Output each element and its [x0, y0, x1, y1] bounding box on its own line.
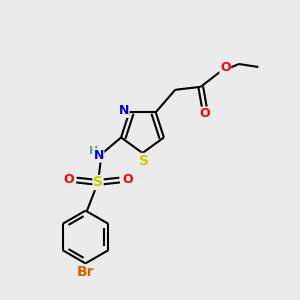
- Text: Br: Br: [77, 266, 94, 279]
- Text: N: N: [93, 149, 104, 162]
- Text: O: O: [122, 173, 133, 186]
- Text: S: S: [139, 154, 149, 167]
- Text: O: O: [200, 107, 210, 120]
- Text: O: O: [63, 173, 74, 186]
- Text: H: H: [88, 146, 98, 156]
- Text: N: N: [119, 104, 129, 117]
- Text: O: O: [220, 61, 231, 74]
- Text: S: S: [93, 176, 103, 190]
